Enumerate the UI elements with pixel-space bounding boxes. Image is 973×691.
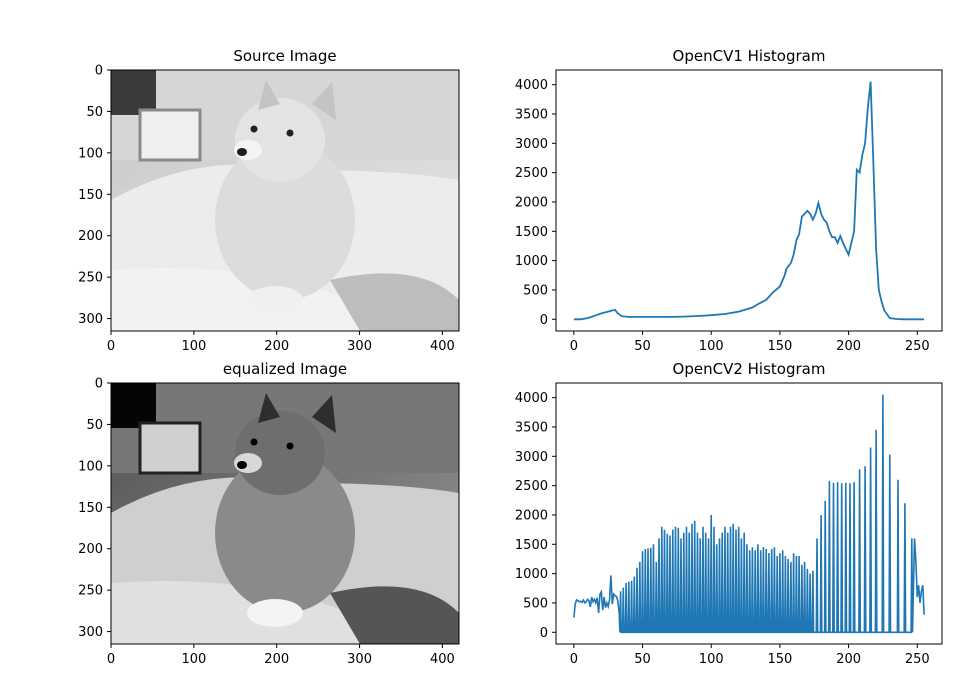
y-tick-label: 3000: [515, 137, 548, 152]
x-ticks: 0 50 100 150 200 250: [570, 331, 930, 354]
y-tick-label: 250: [78, 271, 103, 286]
y-tick-label: 50: [86, 105, 103, 120]
y-tick-label: 200: [78, 229, 103, 244]
y-tick-label: 1500: [515, 538, 548, 553]
x-tick-label: 50: [634, 339, 651, 354]
x-ticks: 0 50 100 150 200 250: [570, 644, 930, 667]
y-tick-label: 200: [78, 542, 103, 557]
x-tick-label: 50: [634, 652, 651, 667]
y-ticks: 0 50 100 150 200 250 300: [78, 377, 111, 640]
x-tick-label: 400: [430, 339, 455, 354]
panel-title: OpenCV1 Histogram: [673, 47, 826, 65]
y-tick-label: 100: [78, 459, 103, 474]
y-tick-label: 1500: [515, 225, 548, 240]
x-tick-label: 300: [347, 339, 372, 354]
y-tick-label: 3500: [515, 107, 548, 122]
y-tick-label: 300: [78, 312, 103, 327]
dog-photo-equalized: [111, 383, 459, 644]
x-tick-label: 400: [430, 652, 455, 667]
y-ticks: 0 500 1000 1500 2000 2500 3000 3500 4000: [515, 391, 556, 641]
x-tick-label: 150: [767, 339, 792, 354]
y-tick-label: 2500: [515, 479, 548, 494]
y-tick-label: 2000: [515, 195, 548, 210]
y-tick-label: 1000: [515, 254, 548, 269]
x-tick-label: 100: [699, 652, 724, 667]
y-tick-label: 4000: [515, 78, 548, 93]
histogram-line: [573, 81, 925, 321]
x-tick-label: 100: [181, 652, 206, 667]
y-ticks: 0 500 1000 1500 2000 2500 3000 3500 4000: [515, 78, 556, 328]
y-tick-label: 3500: [515, 420, 548, 435]
x-tick-label: 200: [836, 339, 861, 354]
y-tick-label: 500: [523, 283, 548, 298]
panel-title: OpenCV2 Histogram: [673, 360, 826, 378]
y-ticks: 0 50 100 150 200 250 300: [78, 64, 111, 327]
y-tick-label: 1000: [515, 567, 548, 582]
y-tick-label: 500: [523, 596, 548, 611]
y-tick-label: 250: [78, 584, 103, 599]
x-ticks: 0 100 200 300 400: [107, 331, 455, 354]
panel-title: Source Image: [233, 47, 336, 65]
y-tick-label: 2500: [515, 166, 548, 181]
y-tick-label: 0: [95, 64, 103, 79]
y-tick-label: 50: [86, 418, 103, 433]
dog-photo: [111, 70, 459, 331]
panel-equalized-image: equalized Image 0 100 200 300 400 0 50 100 150 2…: [78, 360, 460, 667]
x-tick-label: 100: [699, 339, 724, 354]
x-tick-label: 0: [107, 339, 115, 354]
x-tick-label: 0: [570, 652, 578, 667]
x-tick-label: 250: [905, 652, 930, 667]
y-tick-label: 0: [540, 313, 548, 328]
histogram-line: [573, 394, 925, 634]
y-tick-label: 150: [78, 501, 103, 516]
y-tick-label: 2000: [515, 508, 548, 523]
x-tick-label: 150: [767, 652, 792, 667]
x-tick-label: 100: [181, 339, 206, 354]
y-tick-label: 100: [78, 146, 103, 161]
x-tick-label: 0: [570, 339, 578, 354]
panel-source-image: Source Image 0 100 200 300 400 0 50 100 150 200 2…: [78, 47, 460, 354]
panel-opencv2-histogram: OpenCV2 Histogram 0 50 100 150 200 250 0 500 10…: [515, 360, 943, 667]
panel-opencv1-histogram: OpenCV1 Histogram 0 50 100 150 200 250 0 500 10…: [515, 47, 943, 354]
x-tick-label: 300: [347, 652, 372, 667]
y-tick-label: 3000: [515, 450, 548, 465]
y-tick-label: 0: [540, 626, 548, 641]
panel-title: equalized Image: [223, 360, 347, 378]
x-ticks: 0 100 200 300 400: [107, 644, 455, 667]
x-tick-label: 200: [836, 652, 861, 667]
y-tick-label: 300: [78, 625, 103, 640]
y-tick-label: 150: [78, 188, 103, 203]
x-tick-label: 250: [905, 339, 930, 354]
x-tick-label: 200: [264, 339, 289, 354]
x-tick-label: 200: [264, 652, 289, 667]
y-tick-label: 0: [95, 377, 103, 392]
x-tick-label: 0: [107, 652, 115, 667]
y-tick-label: 4000: [515, 391, 548, 406]
